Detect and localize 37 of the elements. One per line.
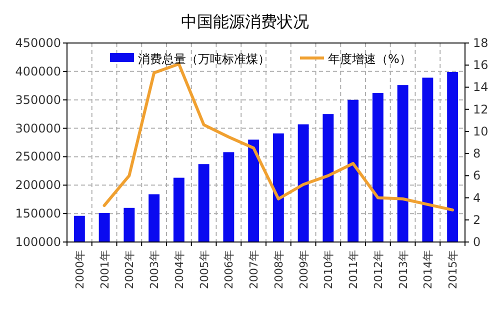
y2-tick-label: 0 — [473, 235, 481, 249]
y-tick-label: 350000 — [15, 92, 61, 107]
y-tick-label: 400000 — [15, 64, 61, 78]
y2-tick-label: 8 — [473, 146, 481, 161]
x-tick-label: 2011年 — [347, 250, 360, 289]
y2-tick-label: 18 — [473, 36, 488, 50]
y2-tick-label: 2 — [473, 212, 481, 227]
x-tick-label: 2003年 — [148, 250, 162, 289]
legend-label: 年度增速（%） — [328, 52, 412, 66]
x-tick-label: 2007年 — [248, 250, 261, 289]
x-tick-label: 2006年 — [222, 250, 236, 289]
y2-tick-label: 16 — [473, 58, 488, 72]
x-tick-label: 2004年 — [172, 250, 186, 289]
x-tick-label: 2002年 — [123, 250, 136, 289]
y-tick-label: 200000 — [15, 178, 61, 192]
chart-title: 中国能源消费状况 — [181, 12, 309, 31]
y-tick-label: 300000 — [15, 121, 61, 136]
y2-tick-label: 10 — [473, 124, 488, 138]
y2-tick-label: 6 — [473, 168, 481, 183]
y-tick-label: 100000 — [15, 235, 61, 249]
x-tick-label: 2014年 — [422, 250, 435, 289]
y-tick-label: 150000 — [15, 206, 61, 221]
y-tick-label: 250000 — [15, 150, 61, 164]
y2-tick-label: 4 — [473, 190, 481, 205]
y-tick-label: 450000 — [15, 36, 61, 50]
y2-tick-label: 12 — [473, 102, 488, 116]
y2-tick-label: 14 — [473, 80, 488, 94]
x-tick-label: 2010年 — [322, 250, 336, 289]
x-tick-label: 2015年 — [446, 250, 460, 289]
legend-label: 消费总量（万吨标准煤） — [138, 52, 270, 66]
x-tick-label: 2012年 — [372, 250, 385, 289]
x-tick-label: 2001年 — [98, 250, 112, 289]
x-tick-label: 2013年 — [396, 250, 410, 289]
x-tick-label: 2008年 — [272, 250, 286, 289]
x-tick-label: 2009年 — [297, 250, 310, 289]
x-tick-label: 2005年 — [198, 250, 211, 289]
x-tick-label: 2000年 — [73, 250, 86, 289]
